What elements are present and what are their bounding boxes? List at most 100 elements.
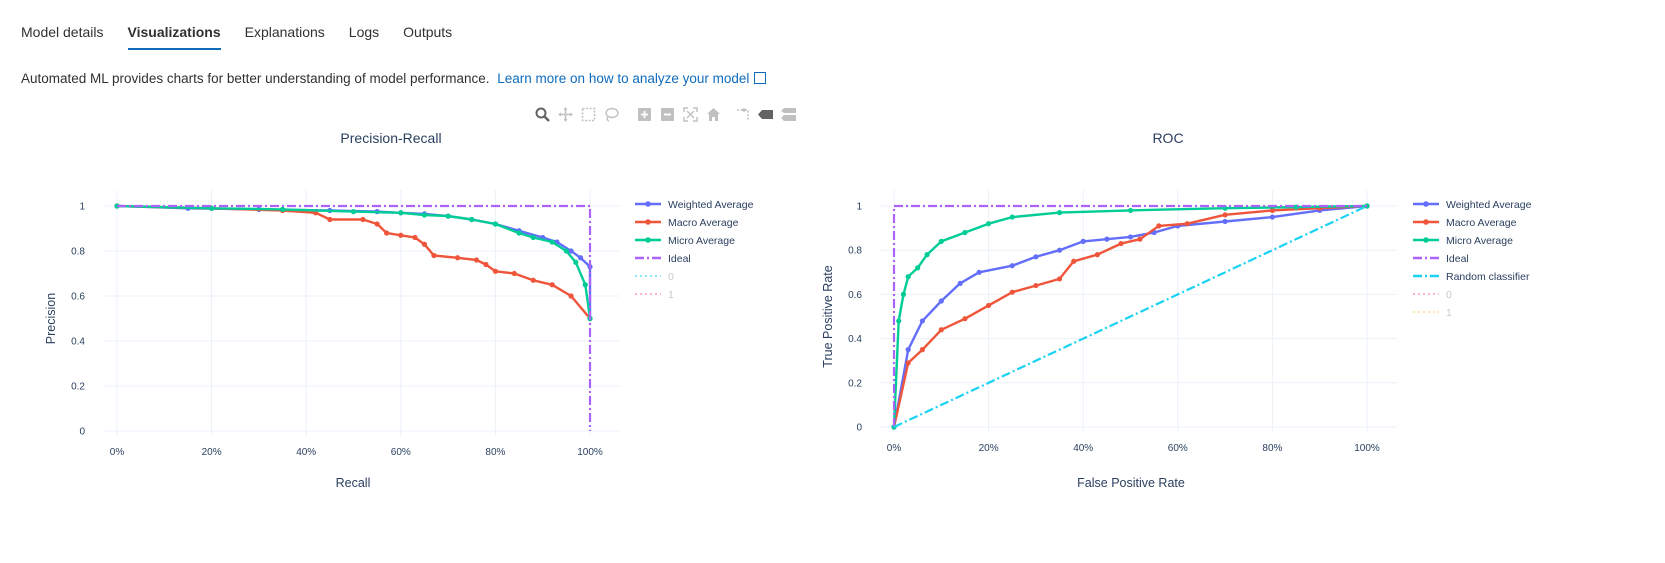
x-tick-label: 20%: [979, 443, 999, 454]
autoscale-icon[interactable]: [682, 106, 699, 123]
y-axis-label: Precision: [44, 293, 58, 344]
data-point: [374, 221, 380, 227]
data-point: [360, 216, 366, 223]
series-micro-average: [891, 203, 1370, 430]
legend-label: Weighted Average: [668, 199, 754, 211]
data-point: [1137, 236, 1143, 242]
data-point: [327, 216, 333, 223]
data-point: [1222, 218, 1228, 225]
data-point: [962, 316, 968, 322]
legend-label: Weighted Average: [1446, 199, 1532, 211]
data-point: [1222, 212, 1228, 218]
x-axis-label: False Positive Rate: [1077, 476, 1185, 490]
y-tick-label: 0.4: [848, 334, 862, 345]
x-tick-label: 60%: [391, 447, 411, 458]
data-point: [454, 255, 461, 261]
data-point: [905, 274, 911, 280]
data-point: [938, 238, 944, 244]
legend-marker: [1423, 219, 1429, 225]
tab-outputs[interactable]: Outputs: [403, 24, 453, 40]
chart-precision-recall: Precision-Recall 0 0.2 0.4 0.6 0.8 1 0% 20% 40% 60…: [44, 130, 754, 490]
data-point: [1033, 282, 1039, 289]
legend-item-ideal: Ideal: [635, 253, 691, 265]
legend: Weighted Average Macro Average Micro Avera…: [635, 199, 754, 301]
box-select-icon[interactable]: [580, 106, 597, 123]
legend-label: 1: [1446, 307, 1452, 319]
data-point: [398, 232, 404, 238]
y-tick-label: 0.8: [71, 247, 85, 258]
data-point: [1094, 252, 1100, 258]
data-point: [582, 282, 588, 288]
x-tick-label: 80%: [485, 447, 505, 458]
data-point: [938, 327, 944, 333]
legend-label: Ideal: [1446, 253, 1469, 265]
lasso-select-icon[interactable]: [603, 106, 620, 123]
data-point: [492, 221, 498, 227]
data-point: [1127, 234, 1134, 240]
zoom-icon[interactable]: [534, 106, 551, 123]
tab-visualizations[interactable]: Visualizations: [127, 18, 221, 50]
data-point: [483, 261, 489, 268]
series-line: [892, 204, 1368, 428]
legend-label: Macro Average: [668, 217, 739, 229]
y-tick-label: 0: [79, 427, 85, 438]
tab-logs[interactable]: Logs: [348, 24, 380, 40]
data-point: [431, 252, 437, 259]
data-point: [279, 206, 286, 212]
legend-item-macro-average: Macro Average: [1413, 217, 1517, 229]
data-point: [1009, 263, 1015, 269]
y-axis-label: True Positive Rate: [821, 265, 835, 367]
charts-canvas: Precision-Recall 0 0.2 0.4 0.6 0.8 1 0% 20% 40% 60…: [44, 130, 1532, 490]
legend-marker: [1423, 237, 1429, 243]
data-point: [350, 209, 357, 215]
legend-marker: [645, 237, 651, 243]
y-tick-label: 0.6: [71, 292, 85, 303]
zoom-out-icon[interactable]: [659, 106, 676, 123]
legend-label: 0: [1446, 289, 1452, 301]
legend-label: Micro Average: [668, 235, 735, 247]
data-point: [530, 234, 536, 241]
x-tick-label: 100%: [577, 447, 603, 458]
legend-item-macro-average: Macro Average: [635, 217, 739, 229]
legend-item-micro-average: Micro Average: [1413, 235, 1513, 247]
data-point: [919, 347, 925, 353]
y-tick-label: 0: [856, 423, 862, 434]
data-point: [563, 248, 569, 254]
legend-label: Micro Average: [1446, 235, 1513, 247]
legend-item-1: 1: [635, 289, 674, 301]
y-tick-label: 0.6: [848, 290, 862, 301]
external-link-icon: [754, 72, 767, 84]
legend-item-1: 1: [1413, 307, 1452, 319]
y-tick-label: 1: [856, 202, 862, 213]
data-point: [445, 213, 451, 219]
tab-explanations[interactable]: Explanations: [244, 24, 325, 40]
data-point: [577, 255, 584, 261]
hover-closest-icon[interactable]: [757, 106, 774, 123]
data-point: [530, 277, 536, 283]
series-weighted-average: [114, 203, 593, 322]
series-micro-average: [114, 203, 593, 322]
series-line: [117, 204, 592, 431]
tab-model-details[interactable]: Model details: [21, 24, 104, 40]
reset-axes-icon[interactable]: [705, 106, 722, 123]
data-point: [492, 268, 498, 274]
learn-more-link[interactable]: Learn more on how to analyze your model: [497, 71, 767, 86]
data-point: [421, 241, 428, 247]
series-macro-average: [114, 203, 593, 322]
legend-marker: [645, 201, 651, 207]
series-line: [116, 204, 591, 320]
hover-compare-icon[interactable]: [780, 106, 797, 123]
data-point: [900, 291, 907, 297]
zoom-in-icon[interactable]: [636, 106, 653, 123]
pan-icon[interactable]: [557, 106, 574, 123]
spike-lines-icon[interactable]: [734, 106, 751, 123]
data-point: [1184, 221, 1190, 227]
data-point: [516, 230, 522, 236]
y-tick-label: 1: [79, 202, 85, 213]
data-point: [549, 282, 555, 288]
series-ideal: [892, 204, 1367, 427]
data-point: [1009, 289, 1015, 295]
data-point: [469, 216, 475, 223]
legend-item-random-classifier: Random classifier: [1413, 271, 1530, 283]
y-tick-label: 0.4: [71, 337, 85, 348]
